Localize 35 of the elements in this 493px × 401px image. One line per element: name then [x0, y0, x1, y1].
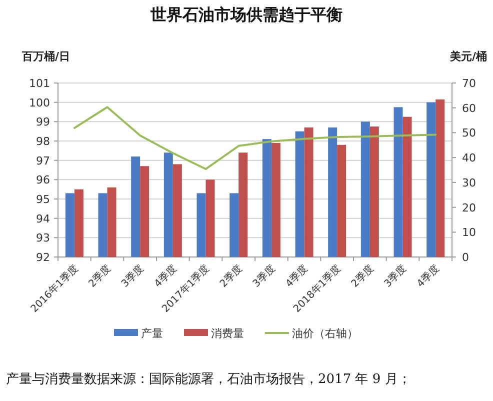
- legend-label: 产量: [141, 327, 163, 340]
- x-tick-label: 3季度: [382, 262, 409, 290]
- y2-axis-title: 美元/桶: [448, 50, 487, 63]
- y-tick-label: 101: [29, 77, 50, 90]
- y-tick-label: 94: [36, 212, 50, 226]
- y2-tick-label: 40: [462, 152, 476, 165]
- y2-tick-label: 0: [462, 251, 469, 264]
- x-tick-label: 3季度: [250, 262, 278, 290]
- x-tick-label: 2季度: [86, 262, 114, 290]
- y2-tick-label: 20: [462, 201, 476, 214]
- y-axis-title: 百万桶/日: [21, 50, 70, 63]
- y-tick-label: 93: [36, 232, 50, 245]
- y-tick-label: 96: [36, 174, 50, 187]
- x-tick-label: 4季度: [152, 262, 180, 290]
- y2-tick-label: 10: [462, 226, 476, 240]
- y2-tick-label: 50: [462, 126, 476, 140]
- x-tick-label: 4季度: [414, 262, 442, 290]
- x-tick-label: 4季度: [283, 262, 310, 290]
- x-tick-label: 2季度: [348, 262, 376, 290]
- y-tick-label: 98: [36, 135, 50, 148]
- legend-label: 消费量: [211, 327, 244, 340]
- y-tick-label: 95: [36, 193, 50, 206]
- y2-tick-label: 70: [462, 77, 476, 90]
- y2-tick-label: 60: [462, 102, 476, 115]
- x-tick-label: 2季度: [218, 262, 245, 290]
- legend-label: 油价（右轴）: [292, 327, 358, 340]
- chart-title: 世界石油市场供需趋于平衡: [150, 5, 342, 24]
- y-tick-label: 99: [36, 116, 50, 129]
- y2-tick-label: 30: [462, 176, 476, 190]
- y-tick-label: 100: [29, 96, 50, 110]
- x-tick-label: 3季度: [119, 262, 146, 290]
- y-tick-label: 92: [36, 251, 50, 264]
- text: 产量与消费量数据来源：国际能源署，石油市场报告，2017 年 9 月；: [6, 372, 411, 387]
- y-tick-label: 97: [36, 154, 50, 168]
- line-series: [73, 106, 437, 170]
